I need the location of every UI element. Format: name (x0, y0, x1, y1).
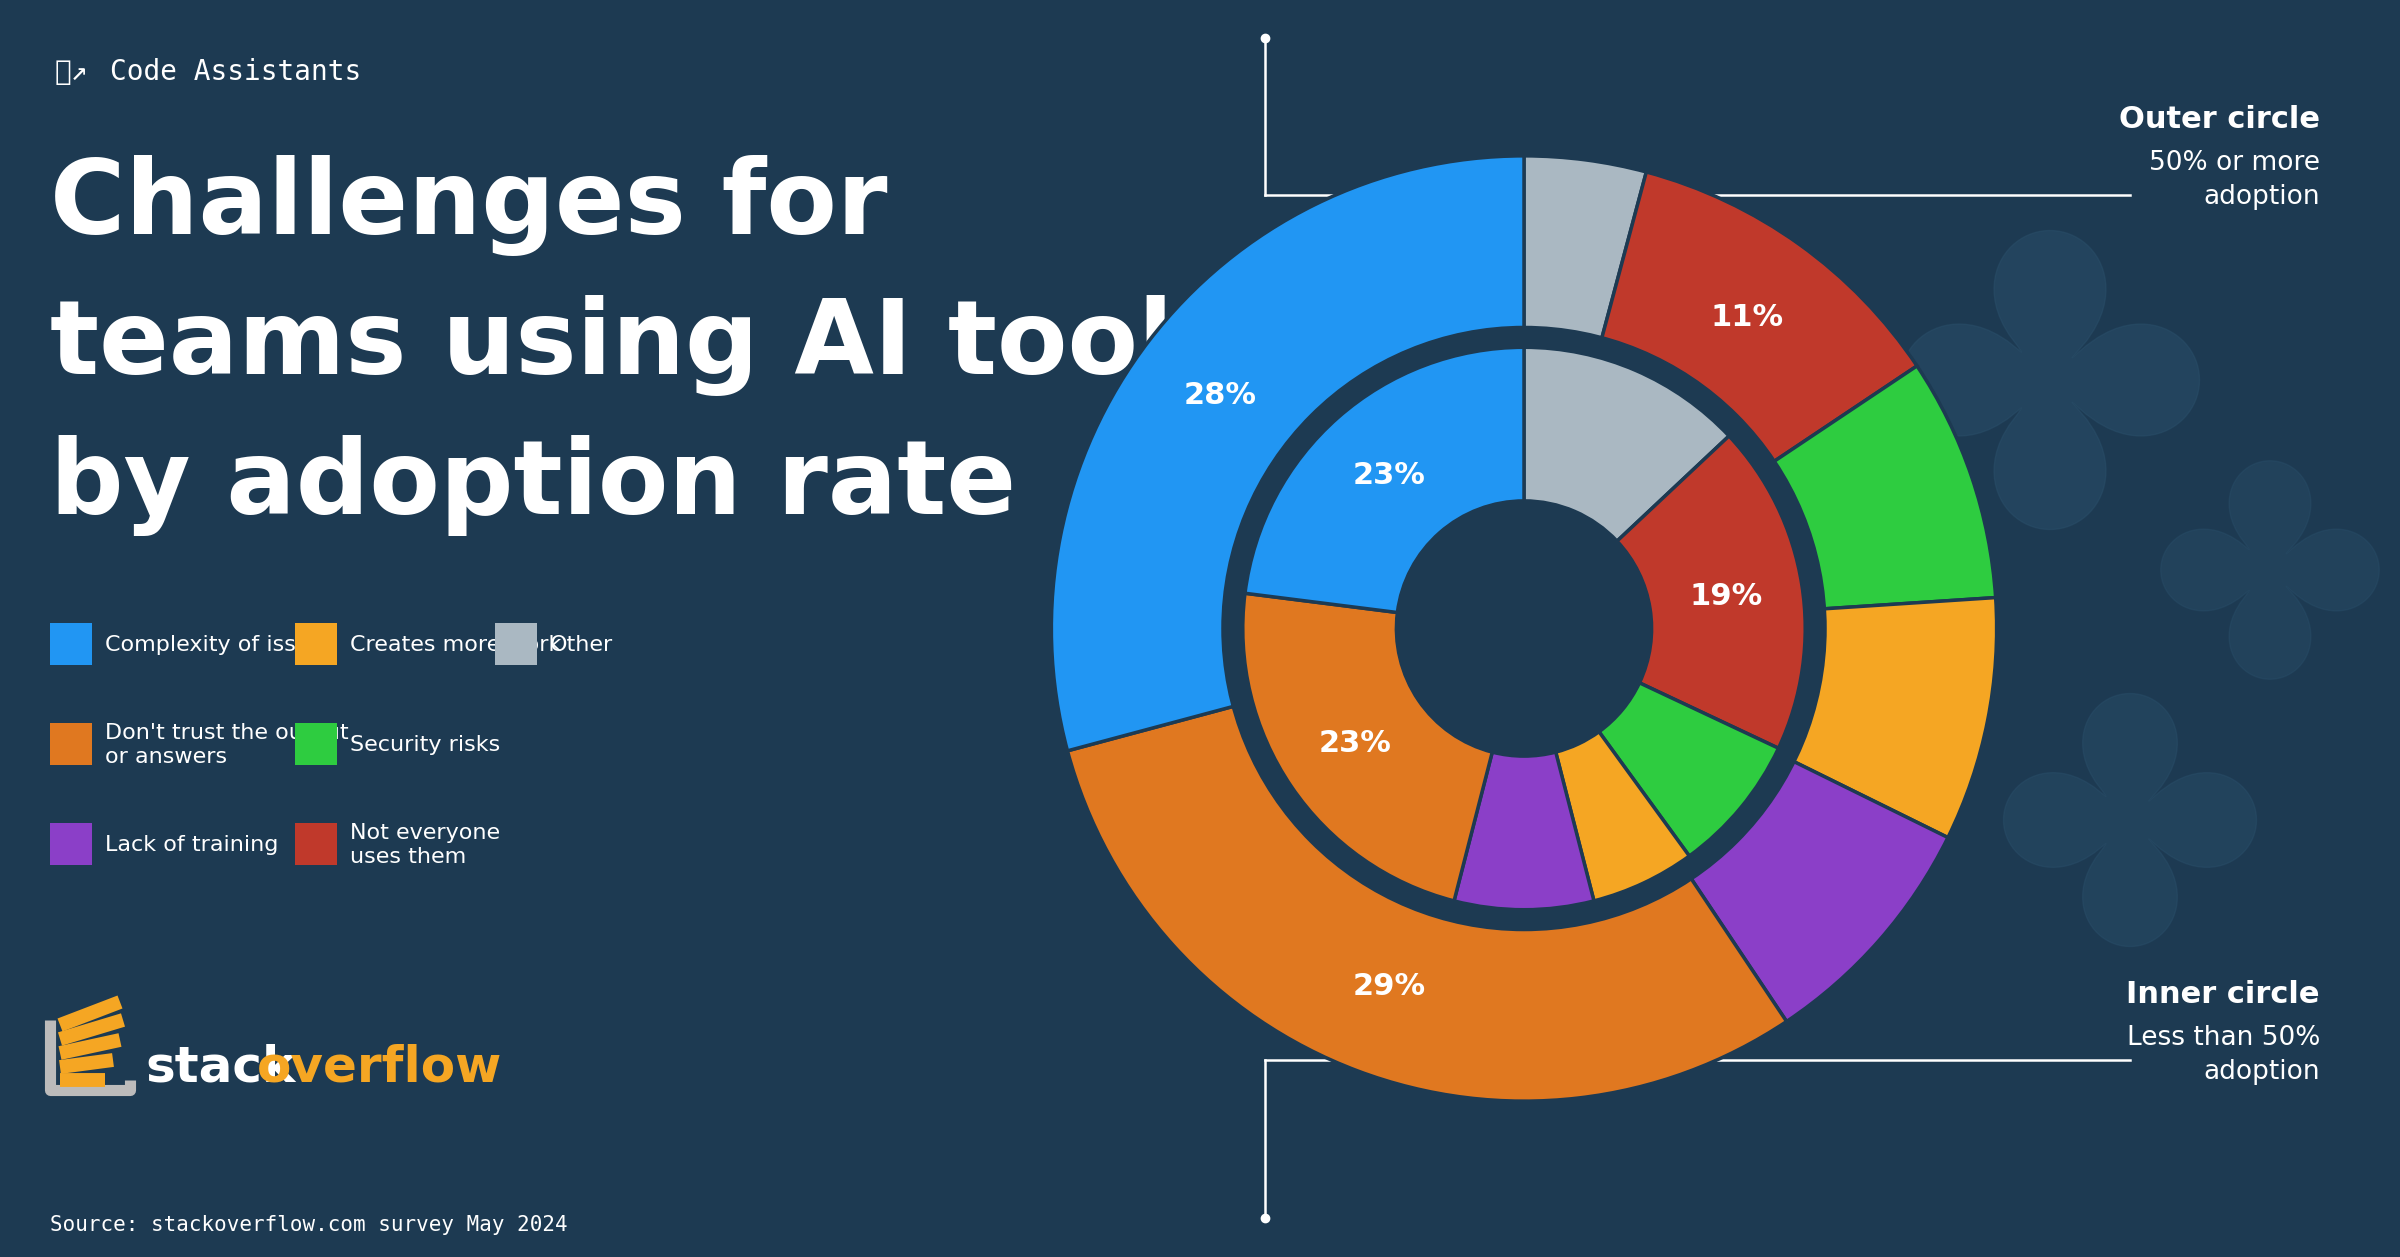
FancyBboxPatch shape (50, 823, 91, 865)
Wedge shape (1555, 732, 1690, 901)
Text: Complexity of issues: Complexity of issues (106, 635, 336, 655)
Text: 23%: 23% (1351, 460, 1426, 490)
Text: overflow: overflow (257, 1045, 502, 1092)
Text: Other: Other (550, 635, 614, 655)
FancyBboxPatch shape (50, 723, 91, 766)
Wedge shape (1618, 436, 1805, 748)
Wedge shape (1524, 347, 1728, 542)
Text: Inner circle: Inner circle (2126, 980, 2321, 1009)
Wedge shape (1769, 366, 1997, 610)
Text: Less than 50%
adoption: Less than 50% adoption (2126, 1024, 2321, 1085)
Text: Not everyone
uses them: Not everyone uses them (350, 822, 499, 867)
Wedge shape (1068, 704, 1786, 1101)
Text: 11%: 11% (1711, 303, 1783, 332)
Polygon shape (2004, 694, 2256, 947)
Polygon shape (1901, 230, 2198, 529)
Text: Creates more work: Creates more work (350, 635, 562, 655)
Text: Source: stackoverflow.com survey May 2024: Source: stackoverflow.com survey May 202… (50, 1216, 569, 1234)
Text: 29%: 29% (1354, 973, 1426, 1002)
Wedge shape (1051, 156, 1524, 750)
Text: 19%: 19% (1690, 582, 1762, 611)
Text: Don't trust the output
or answers: Don't trust the output or answers (106, 723, 348, 768)
Text: Lack of training: Lack of training (106, 835, 278, 855)
FancyBboxPatch shape (295, 823, 336, 865)
Wedge shape (1598, 683, 1778, 856)
FancyBboxPatch shape (295, 723, 336, 766)
Wedge shape (1243, 593, 1493, 901)
Polygon shape (2160, 461, 2378, 679)
Text: Outer circle: Outer circle (2119, 106, 2321, 134)
Text: Security risks: Security risks (350, 735, 499, 755)
Wedge shape (1524, 156, 1646, 346)
Circle shape (1397, 500, 1651, 757)
Wedge shape (1246, 347, 1524, 612)
Text: stack: stack (144, 1045, 295, 1092)
Text: 28%: 28% (1183, 381, 1258, 410)
FancyBboxPatch shape (295, 623, 336, 665)
Text: teams using AI tools: teams using AI tools (50, 295, 1234, 396)
Wedge shape (1687, 758, 1949, 1022)
Wedge shape (1454, 752, 1594, 910)
Text: by adoption rate: by adoption rate (50, 435, 1015, 535)
FancyBboxPatch shape (494, 623, 538, 665)
Text: Challenges for: Challenges for (50, 155, 888, 256)
Text: 23%: 23% (1318, 729, 1392, 758)
Text: 50% or more
adoption: 50% or more adoption (2148, 150, 2321, 210)
Text: Code Assistants: Code Assistants (110, 58, 362, 85)
FancyBboxPatch shape (50, 623, 91, 665)
Wedge shape (1601, 172, 1918, 465)
Wedge shape (1788, 597, 1997, 837)
Text: ∿↗: ∿↗ (55, 58, 89, 85)
